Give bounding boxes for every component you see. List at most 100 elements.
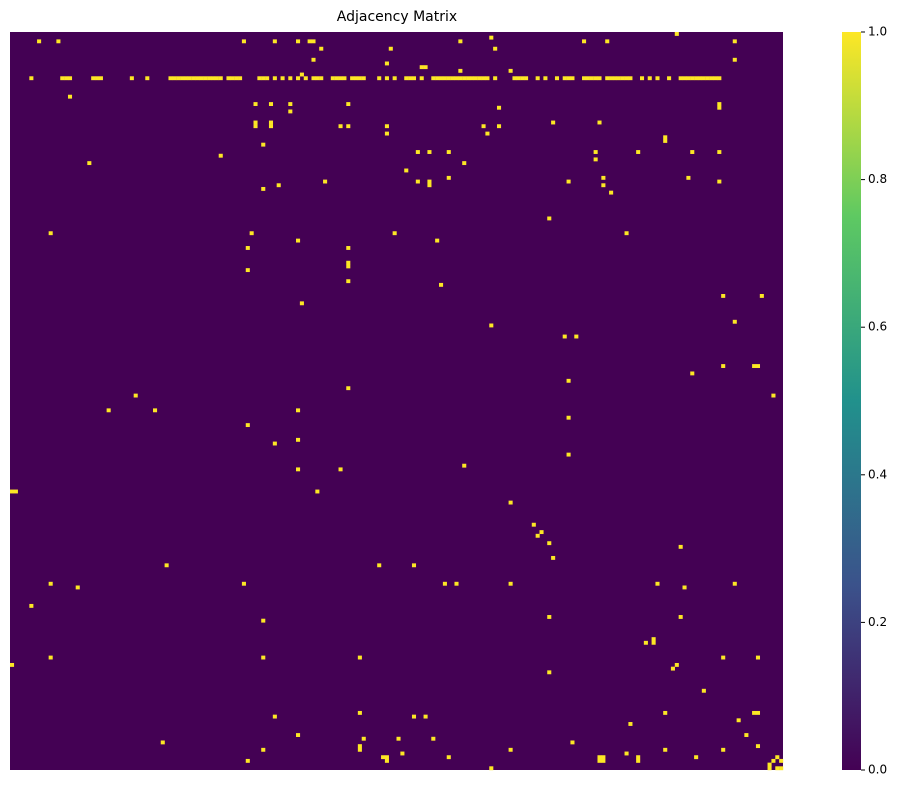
heatmap-cell (319, 46, 324, 51)
heatmap-cell (697, 76, 703, 81)
heatmap-cell (238, 76, 243, 81)
heatmap-cell (481, 76, 486, 81)
heatmap-cell (442, 581, 447, 586)
heatmap-cell (601, 758, 606, 763)
heatmap-cell (435, 76, 440, 81)
heatmap-cell (601, 183, 606, 188)
heatmap-cell (670, 666, 675, 671)
heatmap-cell (106, 408, 111, 413)
heatmap-cell (411, 714, 417, 719)
heatmap-cell (566, 76, 571, 81)
heatmap-cell (75, 585, 80, 590)
heatmap-cell (609, 190, 614, 195)
heatmap-cell (241, 581, 246, 586)
heatmap-cell (56, 39, 61, 44)
heatmap-cell (261, 76, 266, 81)
heatmap-cell (311, 39, 316, 44)
heatmap-cell (245, 268, 250, 273)
heatmap-cell (245, 423, 250, 428)
heatmap-cell (481, 124, 486, 129)
heatmap-cell (609, 76, 614, 81)
heatmap-cell (535, 533, 540, 538)
heatmap-cell (597, 120, 602, 125)
heatmap-cell (346, 102, 351, 106)
heatmap-cell (203, 76, 208, 81)
heatmap-cell (357, 747, 362, 752)
heatmap-cell (272, 76, 277, 81)
heatmap-cell (551, 120, 556, 125)
heatmap-cell (701, 688, 706, 693)
heatmap-cell (392, 76, 397, 81)
heatmap-cell (384, 758, 389, 763)
heatmap-cell (717, 102, 722, 106)
heatmap-cell (674, 662, 679, 667)
heatmap-cell (357, 655, 362, 660)
heatmap-cell (759, 293, 764, 298)
heatmap-cell (176, 76, 181, 81)
heatmap-cell (636, 755, 641, 760)
heatmap-cell (207, 76, 212, 81)
heatmap-cell (775, 766, 780, 771)
heatmap-cell (330, 76, 335, 81)
heatmap-cell (64, 76, 69, 81)
heatmap-cell (346, 124, 351, 129)
heatmap-cell (458, 68, 463, 73)
heatmap-cell (566, 179, 571, 184)
heatmap-cell (48, 231, 53, 236)
heatmap-cell (245, 246, 250, 250)
heatmap-cell (446, 150, 451, 154)
heatmap-cell (678, 615, 683, 619)
heatmap-cell (29, 76, 34, 81)
heatmap-cell (29, 603, 34, 608)
heatmap-cell (496, 124, 502, 129)
heatmap-cell (450, 76, 455, 81)
heatmap-cell (377, 76, 382, 81)
heatmap-cell (253, 120, 258, 125)
heatmap-cell (585, 76, 590, 81)
heatmap-cell (755, 364, 761, 368)
heatmap-cell (524, 76, 529, 81)
heatmap-cell (779, 766, 784, 771)
heatmap-cell (496, 105, 502, 110)
heatmap-cell (91, 76, 96, 81)
heatmap-cell (562, 76, 567, 81)
heatmap-cell (439, 76, 444, 81)
heatmap-cell (145, 76, 150, 81)
heatmap-cell (299, 301, 304, 306)
heatmap-cell (651, 640, 656, 645)
heatmap-cell (353, 76, 359, 81)
heatmap-cell (620, 76, 625, 81)
heatmap-cell (388, 46, 393, 51)
heatmap-cell (489, 35, 494, 40)
heatmap-cell (296, 76, 301, 81)
heatmap-cell (755, 744, 761, 749)
heatmap-cell (180, 76, 185, 81)
heatmap-cell (655, 76, 660, 81)
heatmap-cell (261, 186, 266, 191)
heatmap-cell (338, 76, 343, 81)
heatmap-cell (427, 150, 432, 154)
heatmap-cell (458, 76, 463, 81)
heatmap-cell (261, 618, 266, 623)
heatmap-cell (624, 751, 629, 756)
heatmap-cell (732, 319, 737, 324)
heatmap-cell (651, 637, 656, 642)
heatmap-cell (187, 76, 192, 81)
heatmap-cell (404, 76, 409, 81)
heatmap-cell (153, 408, 158, 413)
heatmap-cell (268, 120, 274, 125)
heatmap-cell (593, 150, 598, 154)
heatmap-cell (296, 437, 301, 442)
heatmap-cell (752, 710, 757, 715)
heatmap-cell (678, 76, 683, 81)
heatmap-cell (377, 563, 382, 568)
heatmap-cell (458, 39, 463, 44)
heatmap-cell (624, 231, 629, 236)
heatmap-cell (446, 76, 451, 81)
heatmap-cell (736, 718, 741, 723)
heatmap-cell (566, 415, 571, 420)
heatmap-cell (172, 76, 177, 81)
heatmap-cell (454, 76, 459, 81)
heatmap-cell (717, 76, 722, 81)
heatmap-cell (249, 231, 254, 236)
